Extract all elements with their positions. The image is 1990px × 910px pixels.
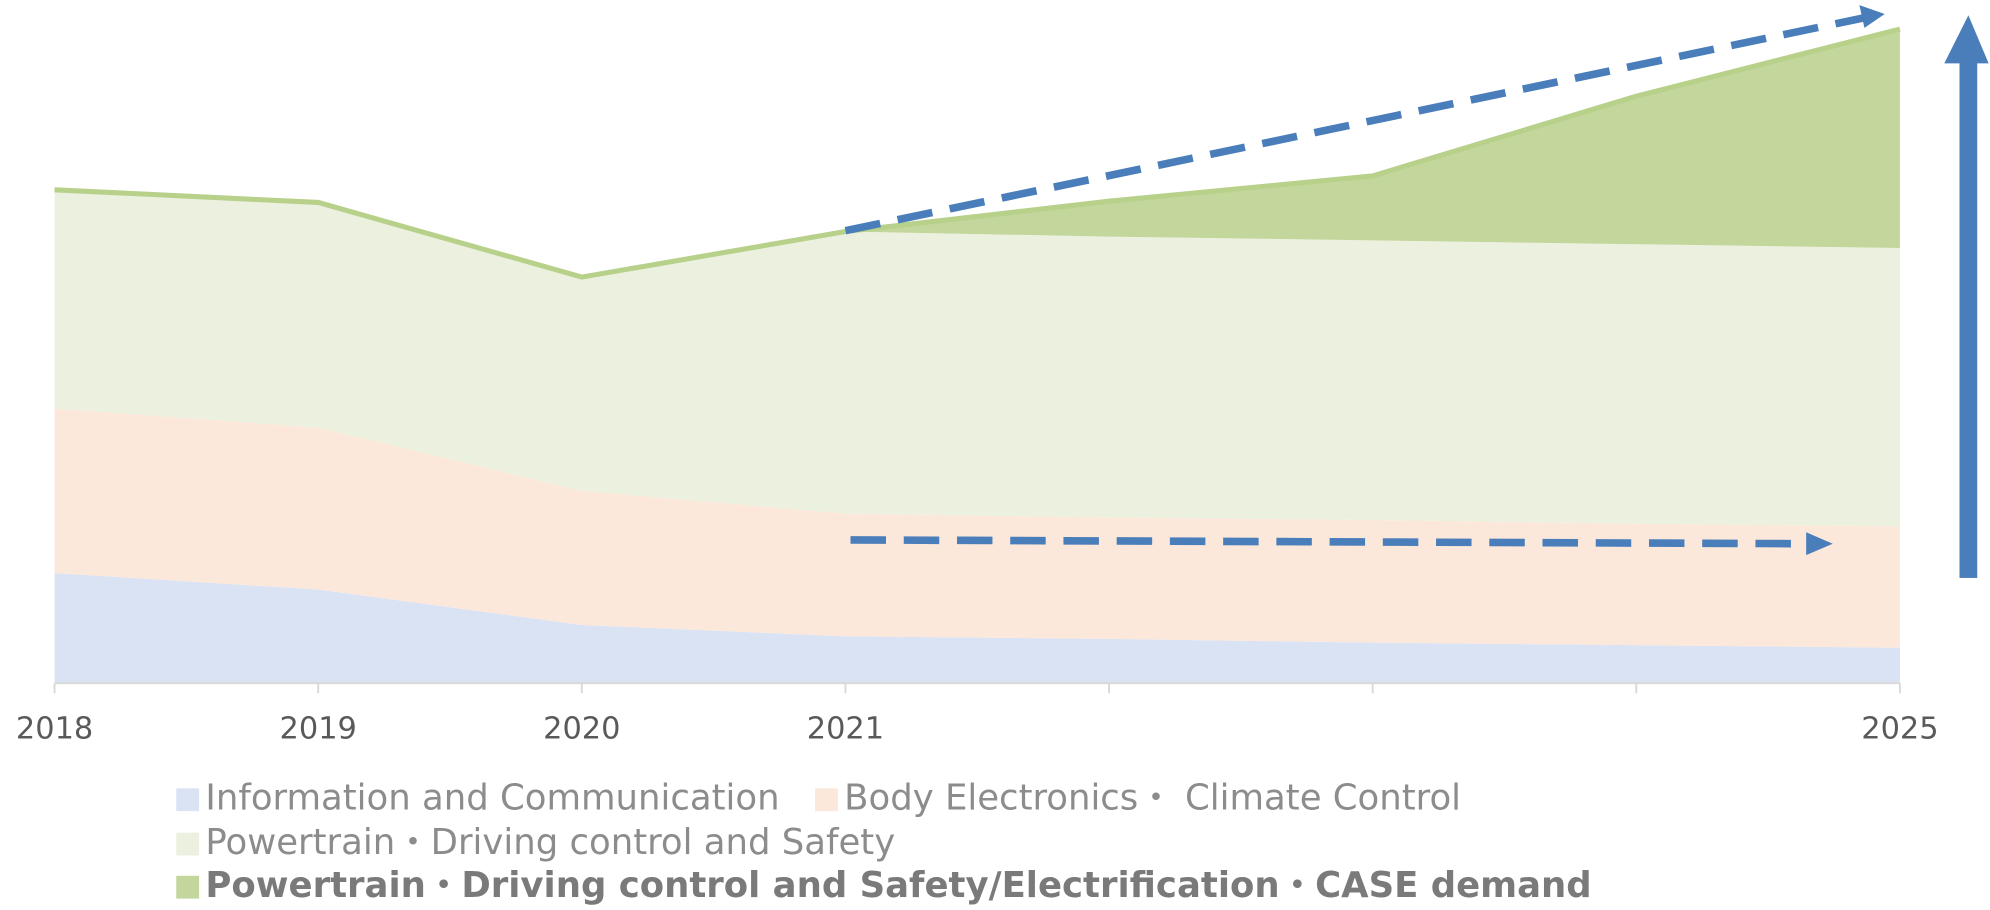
annotation-arrows — [844, 5, 1989, 578]
x-tick-label: 2018 — [16, 712, 93, 747]
arrow-head — [1806, 532, 1833, 556]
area — [54, 408, 1900, 648]
dashed-arrow — [844, 14, 1866, 235]
arrow-shaft — [1959, 60, 1978, 578]
x-tick-label: 2020 — [543, 712, 620, 747]
dashed-arrow — [850, 536, 1809, 548]
legend-label: Body Electronics・ Climate Control — [844, 778, 1461, 819]
legend-swatch — [176, 832, 200, 856]
x-tick-label: 2019 — [280, 712, 357, 747]
legend: Information and Communication Body Electr… — [176, 778, 1592, 906]
legend-label: Information and Communication — [205, 778, 779, 819]
legend-label: Powertrain・Driving control and Safety/El… — [205, 865, 1591, 906]
legend-label: Powertrain・Driving control and Safety — [205, 822, 895, 863]
area-top-line — [54, 26, 1901, 280]
legend-swatch — [815, 788, 838, 812]
legend-swatch — [176, 788, 200, 812]
area — [54, 189, 1900, 527]
area — [54, 29, 1900, 278]
x-tick-label: 2021 — [807, 712, 884, 747]
x-axis: 2018 2019 2020 2021 2025 — [16, 683, 1939, 747]
arrow-head — [1859, 5, 1885, 28]
legend-swatch — [176, 875, 200, 899]
x-tick-label: 2025 — [1861, 712, 1938, 747]
area — [54, 573, 1900, 684]
arrow-head — [1944, 15, 1989, 64]
plot-area — [54, 26, 1901, 684]
